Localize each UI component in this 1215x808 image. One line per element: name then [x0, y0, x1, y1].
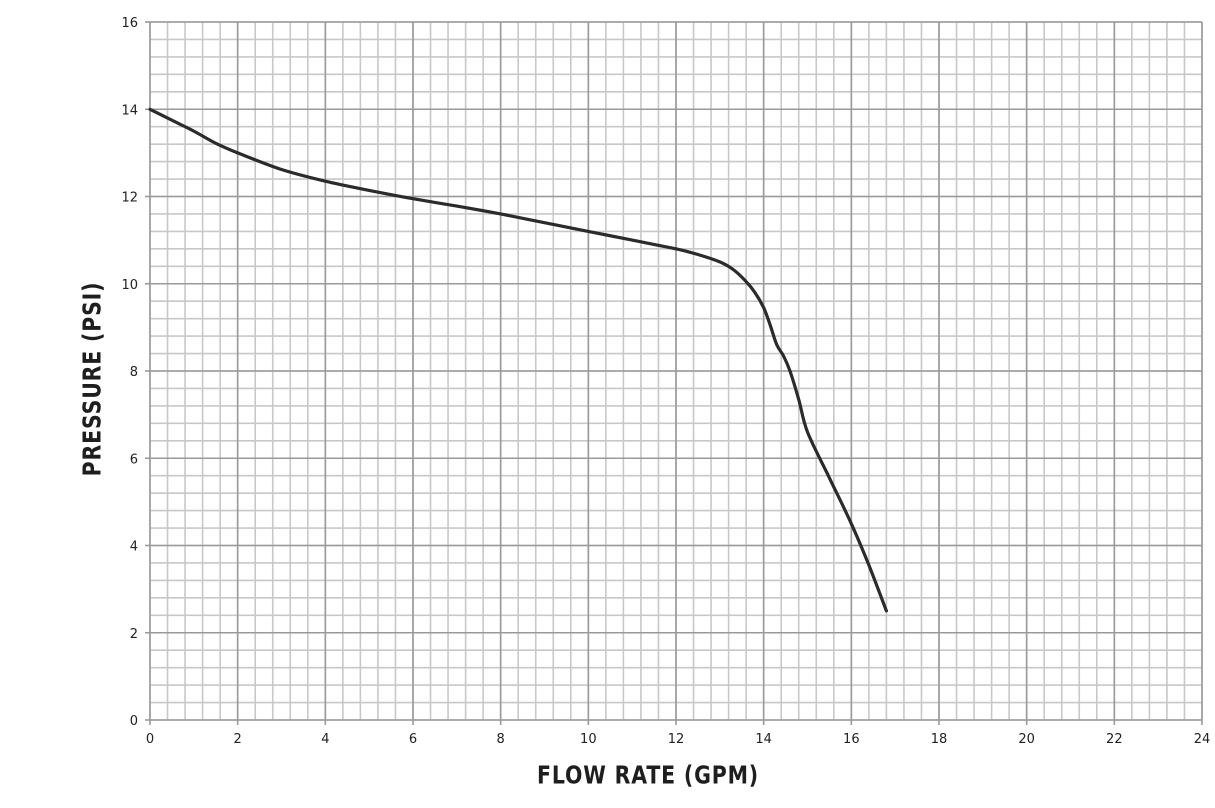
y-tick-label: 4 [130, 540, 138, 555]
x-tick-label: 8 [497, 732, 505, 747]
x-tick-label: 10 [580, 732, 597, 747]
x-tick-label: 22 [1106, 732, 1123, 747]
y-tick-label: 8 [130, 365, 138, 380]
x-tick-label: 18 [931, 732, 948, 747]
x-tick-label: 20 [1018, 732, 1035, 747]
x-tick-label: 24 [1194, 732, 1211, 747]
y-tick-label: 14 [121, 103, 138, 118]
x-tick-label: 4 [321, 732, 329, 747]
pump-curve-line [148, 107, 888, 613]
x-axis-title: FLOW RATE (GPM) [513, 761, 784, 790]
y-tick-label: 16 [121, 16, 138, 31]
series-layer [148, 107, 888, 613]
y-tick-label: 2 [130, 627, 138, 642]
x-tick-label: 0 [146, 732, 154, 747]
y-tick-label: 0 [130, 714, 138, 729]
y-tick-labels: 0 2 4 6 8 10 12 14 16 [121, 16, 138, 729]
x-axis-title-text: FLOW RATE (GPM) [537, 760, 759, 790]
y-axis-title: PRESSURE (PSI) [78, 260, 107, 497]
x-tick-label: 12 [668, 732, 685, 747]
x-tick-labels: 0 2 4 6 8 10 12 14 16 18 20 22 24 [146, 732, 1210, 747]
y-tick-label: 6 [130, 452, 138, 467]
y-tick-label: 10 [121, 278, 138, 293]
axis-ticks [145, 21, 1203, 725]
y-axis-title-text: PRESSURE (PSI) [77, 281, 107, 477]
x-tick-label: 6 [409, 732, 417, 747]
x-tick-label: 16 [843, 732, 860, 747]
x-tick-label: 2 [234, 732, 242, 747]
y-tick-label: 12 [121, 191, 138, 206]
x-tick-label: 14 [755, 732, 772, 747]
major-grid [149, 21, 1203, 721]
